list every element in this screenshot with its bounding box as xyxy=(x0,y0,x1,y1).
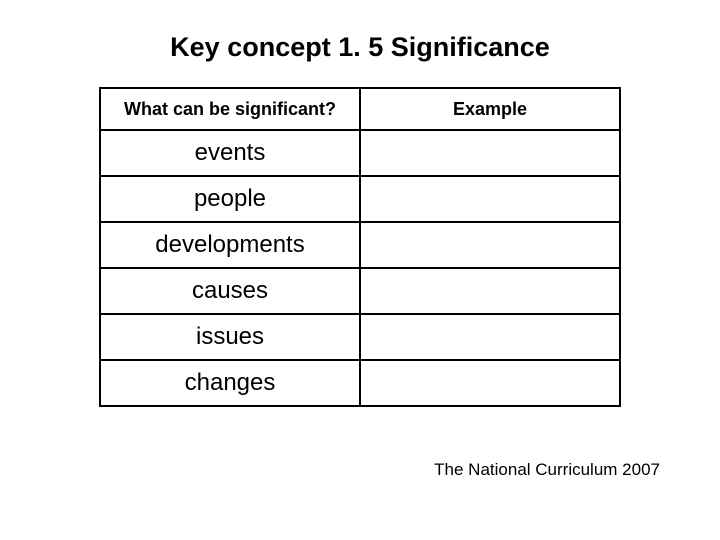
cell-what: causes xyxy=(100,268,360,314)
cell-what: events xyxy=(100,130,360,176)
table-header-row: What can be significant? Example xyxy=(100,88,620,130)
cell-example xyxy=(360,360,620,406)
cell-example xyxy=(360,268,620,314)
cell-what: people xyxy=(100,176,360,222)
table-row: issues xyxy=(100,314,620,360)
significance-table: What can be significant? Example events … xyxy=(99,87,621,407)
cell-example xyxy=(360,176,620,222)
table-row: events xyxy=(100,130,620,176)
table-row: causes xyxy=(100,268,620,314)
footnote: The National Curriculum 2007 xyxy=(434,460,660,480)
cell-what: changes xyxy=(100,360,360,406)
cell-what: issues xyxy=(100,314,360,360)
cell-what: developments xyxy=(100,222,360,268)
table-row: developments xyxy=(100,222,620,268)
table-row: changes xyxy=(100,360,620,406)
cell-example xyxy=(360,130,620,176)
col-header-example: Example xyxy=(360,88,620,130)
page-title: Key concept 1. 5 Significance xyxy=(0,32,720,63)
slide: Key concept 1. 5 Significance What can b… xyxy=(0,0,720,540)
table-row: people xyxy=(100,176,620,222)
cell-example xyxy=(360,314,620,360)
col-header-what: What can be significant? xyxy=(100,88,360,130)
cell-example xyxy=(360,222,620,268)
